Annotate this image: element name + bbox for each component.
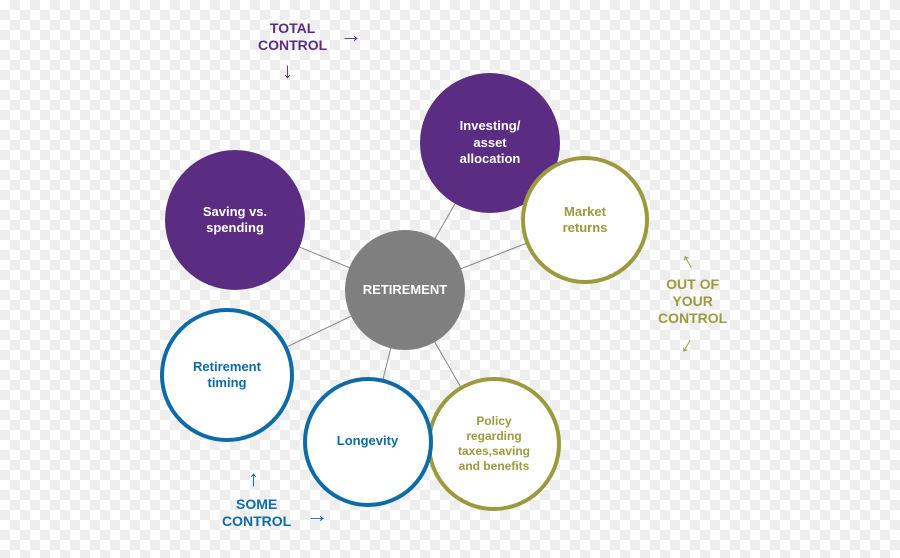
node-investing-label: Investing/ asset allocation — [460, 118, 521, 167]
annotation-some-control: SOME CONTROL — [222, 496, 291, 530]
arrow-tc-right: → — [340, 22, 362, 48]
annotation-total-control: TOTAL CONTROL — [258, 20, 327, 54]
node-policy-label: Policy regarding taxes,saving and benefi… — [458, 414, 530, 474]
node-longevity: Longevity — [303, 377, 433, 507]
center-label: RETIREMENT — [363, 282, 448, 298]
node-market-label: Market returns — [563, 204, 608, 237]
node-saving-label: Saving vs. spending — [203, 204, 267, 237]
node-saving: Saving vs. spending — [165, 150, 305, 290]
arrow-oc-down: ↓ — [676, 331, 699, 359]
node-timing: Retirement timing — [160, 308, 294, 442]
arrow-oc-up: ↑ — [676, 247, 699, 275]
node-longevity-label: Longevity — [337, 433, 398, 449]
arrow-sc-right: → — [306, 502, 328, 528]
arrow-tc-down: ↓ — [282, 58, 293, 84]
arrow-sc-up: ↑ — [248, 466, 259, 492]
node-timing-label: Retirement timing — [193, 359, 261, 392]
retirement-diagram: Investing/ asset allocation Saving vs. s… — [0, 0, 900, 558]
node-policy: Policy regarding taxes,saving and benefi… — [427, 377, 561, 511]
node-market: Market returns — [521, 156, 649, 284]
annotation-out-of-control: OUT OF YOUR CONTROL — [658, 276, 727, 326]
center-node: RETIREMENT — [345, 230, 465, 350]
